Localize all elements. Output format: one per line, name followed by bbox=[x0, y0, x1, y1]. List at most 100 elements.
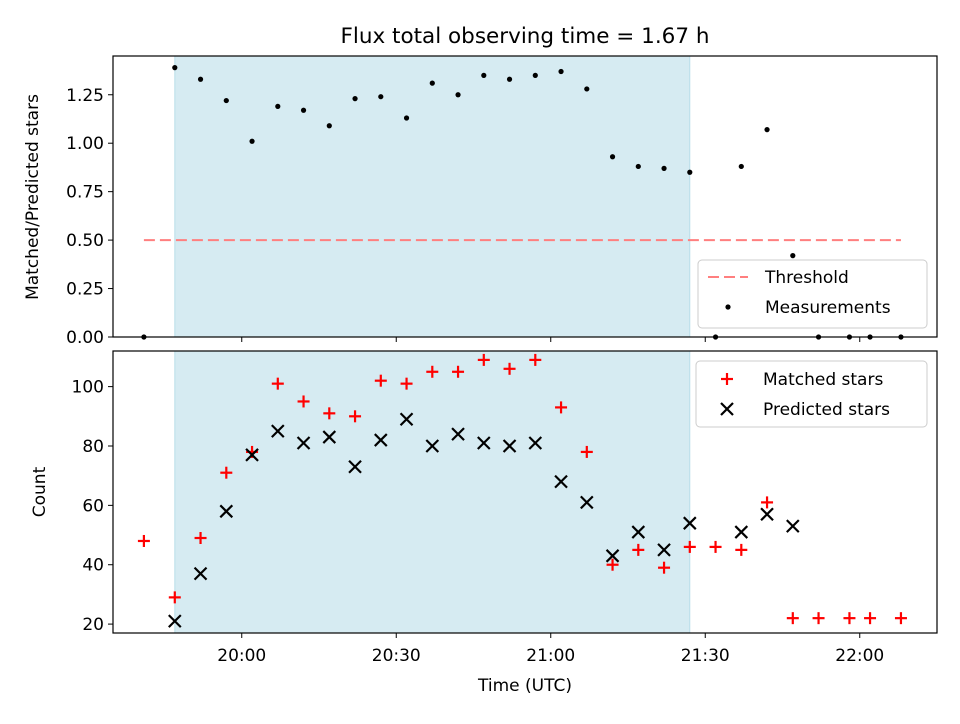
x-tick-label: 21:00 bbox=[526, 646, 575, 666]
matched-star-point bbox=[786, 612, 799, 625]
predicted-stars-points bbox=[168, 412, 800, 628]
matched-star-point bbox=[194, 532, 207, 545]
predicted-star-point bbox=[271, 424, 285, 438]
predicted-star-point bbox=[374, 433, 388, 447]
predicted-star-point bbox=[657, 543, 671, 557]
predicted-star-point bbox=[477, 436, 491, 450]
bottom-y-tick-label: 80 bbox=[82, 437, 104, 457]
matched-star-point bbox=[761, 496, 774, 509]
matched-star-point bbox=[374, 374, 387, 387]
predicted-star-point bbox=[760, 507, 774, 522]
matched-star-point bbox=[555, 401, 568, 414]
top-axes-frame bbox=[112, 55, 938, 338]
measurement-point bbox=[403, 115, 410, 121]
top-y-tick-label: 0.00 bbox=[66, 328, 104, 348]
top-panel: Flux total observing time = 1.67 h 0.00 0… bbox=[23, 24, 938, 348]
matched-star-point bbox=[323, 407, 336, 420]
measurement-point bbox=[506, 76, 513, 82]
measurement-point bbox=[558, 68, 564, 75]
legend-predicted-label: Predicted stars bbox=[763, 400, 890, 420]
top-y-axis: 0.00 0.25 0.50 0.75 1.00 1.25 bbox=[66, 86, 113, 348]
x-tick-label: 20:00 bbox=[217, 646, 266, 666]
x-tick-label: 20:30 bbox=[372, 646, 421, 666]
measurement-point bbox=[609, 154, 616, 160]
matched-star-point bbox=[400, 377, 413, 390]
bottom-x-axis: 20:00 20:30 21:00 21:30 22:00 bbox=[217, 633, 884, 666]
measurement-point bbox=[378, 94, 384, 100]
measurement-points bbox=[141, 65, 904, 340]
top-observing-window bbox=[174, 55, 691, 338]
matched-star-point bbox=[168, 591, 181, 604]
predicted-star-point bbox=[631, 525, 646, 539]
matched-star-point bbox=[606, 558, 619, 571]
measurement-point bbox=[481, 72, 487, 78]
matched-star-point bbox=[580, 445, 593, 458]
bottom-y-axis: 20 40 60 80 100 bbox=[72, 378, 113, 635]
matched-star-point bbox=[709, 540, 722, 553]
legend-matched-label: Matched stars bbox=[763, 370, 883, 390]
predicted-star-point bbox=[296, 436, 311, 450]
matched-star-point bbox=[812, 612, 825, 625]
legend-measurements-label: Measurements bbox=[765, 298, 891, 318]
matched-star-point bbox=[632, 543, 645, 556]
matched-star-point bbox=[658, 561, 671, 574]
matched-star-point bbox=[426, 365, 439, 378]
measurement-point bbox=[172, 65, 178, 71]
matched-star-point bbox=[137, 534, 150, 547]
legend-measurements-swatch bbox=[725, 304, 731, 310]
x-tick-label: 22:00 bbox=[835, 646, 884, 666]
measurement-point bbox=[584, 86, 590, 92]
predicted-star-point bbox=[219, 504, 234, 519]
predicted-star-point bbox=[683, 516, 697, 530]
predicted-star-point bbox=[322, 430, 337, 444]
matched-star-point bbox=[271, 377, 284, 390]
matched-star-point bbox=[683, 540, 696, 553]
predicted-star-point bbox=[502, 439, 517, 453]
measurement-point bbox=[429, 80, 435, 86]
top-y-axis-label: Matched/Predicted stars bbox=[23, 94, 43, 300]
measurement-point bbox=[223, 97, 229, 104]
top-y-tick-label: 0.25 bbox=[66, 280, 104, 300]
predicted-star-point bbox=[554, 474, 568, 489]
matched-star-point bbox=[503, 362, 516, 375]
measurement-point bbox=[687, 169, 693, 175]
bottom-y-tick-label: 40 bbox=[82, 556, 104, 576]
predicted-star-point bbox=[528, 436, 543, 450]
bottom-axes-frame bbox=[112, 350, 938, 634]
bottom-legend-box bbox=[695, 360, 928, 428]
top-y-tick-label: 0.75 bbox=[66, 183, 104, 203]
x-axis-label: Time (UTC) bbox=[477, 676, 572, 696]
measurement-point bbox=[352, 96, 358, 102]
predicted-star-point bbox=[399, 412, 414, 427]
measurement-point bbox=[661, 165, 667, 171]
matched-star-point bbox=[894, 612, 907, 625]
predicted-star-point bbox=[425, 439, 440, 453]
measurement-point bbox=[326, 123, 332, 129]
measurement-point bbox=[764, 127, 770, 133]
predicted-star-point bbox=[193, 566, 208, 581]
predicted-star-point bbox=[605, 549, 620, 563]
legend-predicted-swatch bbox=[720, 402, 734, 416]
matched-star-point bbox=[349, 410, 362, 423]
measurement-point bbox=[249, 138, 255, 144]
x-tick-label: 21:30 bbox=[681, 646, 730, 666]
matched-star-point bbox=[220, 466, 233, 479]
measurement-point bbox=[275, 103, 281, 109]
predicted-star-point bbox=[580, 495, 594, 510]
bottom-y-axis-label: Count bbox=[30, 466, 50, 517]
top-legend-box bbox=[697, 259, 928, 329]
top-x-ticks bbox=[241, 337, 861, 342]
predicted-star-point bbox=[168, 614, 182, 628]
matched-star-point bbox=[843, 612, 856, 625]
chart-title: Flux total observing time = 1.67 h bbox=[341, 24, 710, 49]
top-y-tick-label: 1.00 bbox=[66, 134, 104, 154]
bottom-panel: 20 40 60 80 100 20:00 20:30 21:00 21:30 22:00 Co… bbox=[30, 350, 938, 696]
legend-matched-swatch bbox=[721, 373, 733, 385]
matched-stars-points bbox=[137, 353, 907, 625]
matched-star-point bbox=[297, 395, 310, 408]
measurement-point bbox=[197, 76, 204, 82]
matched-star-point bbox=[452, 365, 465, 378]
top-legend: Threshold Measurements bbox=[697, 259, 928, 329]
legend-threshold-label: Threshold bbox=[764, 268, 849, 288]
